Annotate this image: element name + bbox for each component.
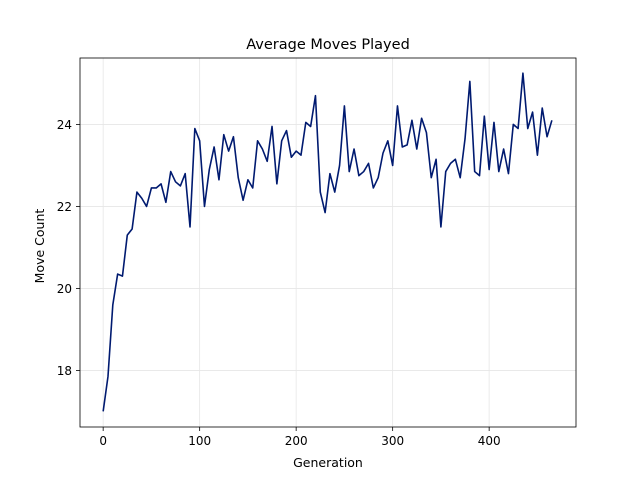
series-group <box>102 72 553 412</box>
x-tick-label: 300 <box>381 434 404 448</box>
y-tick-label: 20 <box>57 282 72 296</box>
y-tick-label: 22 <box>57 200 72 214</box>
plot-frame <box>79 57 577 428</box>
x-tick-label: 100 <box>188 434 211 448</box>
y-axis-label: Move Count <box>32 209 47 284</box>
x-tick-label: 400 <box>478 434 501 448</box>
x-tick-label: 0 <box>99 434 107 448</box>
y-tick-label: 24 <box>57 118 72 132</box>
ticks: 0 100 200 300 400 18 20 22 24 <box>57 118 501 448</box>
x-tick-label: 200 <box>285 434 308 448</box>
series-line-0 <box>102 72 553 412</box>
x-axis-label: Generation <box>293 455 363 470</box>
chart-title: Average Moves Played <box>246 37 410 53</box>
y-tick-label: 18 <box>57 364 72 378</box>
